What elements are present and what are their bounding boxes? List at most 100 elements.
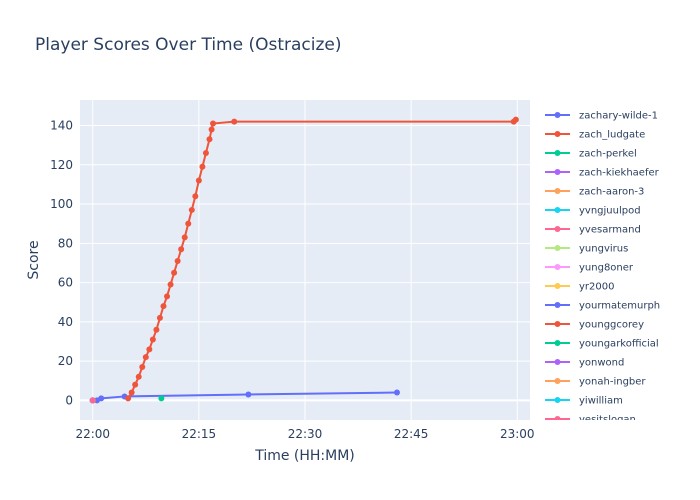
legend-label: zach_ludgate <box>579 130 645 141</box>
x-tick-label: 22:30 <box>288 427 323 441</box>
legend-swatch-marker <box>554 264 561 270</box>
data-point[interactable] <box>139 363 146 370</box>
grid <box>80 100 530 420</box>
data-point[interactable] <box>153 326 160 333</box>
legend-item[interactable]: zachary-wilde-1 <box>545 111 658 122</box>
legend-item[interactable]: yesitslogan <box>545 415 636 426</box>
legend-label: yung8oner <box>579 263 634 274</box>
y-tick-label: 140 <box>50 119 73 133</box>
data-point[interactable] <box>167 281 174 288</box>
legend-item[interactable]: yr2000 <box>545 282 614 293</box>
legend[interactable]: zachary-wilde-1 zach_ludgate zach-perkel za… <box>545 111 660 426</box>
legend-swatch-marker <box>554 321 561 327</box>
x-tick-label: 22:00 <box>75 427 110 441</box>
data-point[interactable] <box>195 177 202 184</box>
series-yesitslogan[interactable] <box>89 397 96 404</box>
y-tick-label: 100 <box>50 197 73 211</box>
legend-label: zach-perkel <box>579 149 637 160</box>
legend-label: yiwilliam <box>579 396 623 407</box>
data-point[interactable] <box>98 395 105 402</box>
data-point[interactable] <box>132 381 139 388</box>
data-point[interactable] <box>192 193 199 200</box>
legend-swatch-marker <box>554 150 561 156</box>
x-axis-ticks: 22:00 22:15 22:30 22:45 23:00 <box>75 427 534 441</box>
legend-label: yvngjuulpod <box>579 206 641 217</box>
data-point[interactable] <box>512 116 519 123</box>
legend-swatch-marker <box>554 359 561 365</box>
legend-label: yourmatemurph <box>579 301 660 312</box>
legend-item[interactable]: yungvirus <box>545 244 628 255</box>
legend-label: yonah-ingber <box>579 377 646 388</box>
legend-item[interactable]: zach_ludgate <box>545 130 645 141</box>
legend-item[interactable]: yourmatemurph <box>545 301 660 312</box>
data-point[interactable] <box>393 389 400 396</box>
legend-label: youngarkofficial <box>579 339 659 350</box>
series-zach_ludgate[interactable] <box>125 116 519 402</box>
legend-item[interactable]: yvesarmand <box>545 225 641 236</box>
legend-item[interactable]: yonwond <box>545 358 624 369</box>
legend-label: yungvirus <box>579 244 628 255</box>
legend-label: yr2000 <box>579 282 614 293</box>
series-layer <box>89 116 519 404</box>
legend-swatch-marker <box>554 340 561 346</box>
data-point[interactable] <box>178 246 185 253</box>
legend-swatch-marker <box>554 112 561 118</box>
data-point[interactable] <box>142 354 149 361</box>
legend-label: zach-kiekhaefer <box>579 168 660 179</box>
data-point[interactable] <box>164 293 171 300</box>
data-point[interactable] <box>208 126 215 133</box>
legend-label: zachary-wilde-1 <box>579 111 658 122</box>
y-tick-label: 20 <box>58 354 73 368</box>
legend-item[interactable]: youngarkofficial <box>545 339 659 350</box>
legend-item[interactable]: yiwilliam <box>545 396 623 407</box>
data-point[interactable] <box>202 150 209 157</box>
data-point[interactable] <box>188 206 195 213</box>
legend-item[interactable]: zach-aaron-3 <box>545 187 644 198</box>
x-axis-title: Time (HH:MM) <box>254 448 355 464</box>
y-tick-label: 60 <box>58 276 73 290</box>
data-point[interactable] <box>146 346 153 353</box>
legend-item[interactable]: yonah-ingber <box>545 377 646 388</box>
y-tick-label: 0 <box>65 393 73 407</box>
data-point[interactable] <box>125 395 132 402</box>
data-point[interactable] <box>149 336 156 343</box>
data-point[interactable] <box>185 220 192 227</box>
legend-swatch-marker <box>554 131 561 137</box>
data-point[interactable] <box>206 136 213 143</box>
data-point[interactable] <box>158 395 165 402</box>
data-point[interactable] <box>128 389 135 396</box>
data-point[interactable] <box>171 269 178 276</box>
data-point[interactable] <box>181 234 188 241</box>
legend-label: yonwond <box>579 358 624 369</box>
legend-item[interactable]: zach-kiekhaefer <box>545 168 660 179</box>
legend-label: younggcorey <box>579 320 644 331</box>
data-point[interactable] <box>135 373 142 380</box>
data-point[interactable] <box>245 391 252 398</box>
legend-swatch-marker <box>554 378 561 384</box>
y-tick-label: 120 <box>50 158 73 172</box>
legend-item[interactable]: younggcorey <box>545 320 644 331</box>
legend-swatch-marker <box>554 283 561 289</box>
data-point[interactable] <box>231 118 238 125</box>
legend-swatch-marker <box>554 207 561 213</box>
legend-swatch-marker <box>554 397 561 403</box>
data-point[interactable] <box>160 303 167 310</box>
y-tick-label: 40 <box>58 315 73 329</box>
series-zach-perkel[interactable] <box>158 395 165 402</box>
legend-swatch-marker <box>554 169 561 175</box>
legend-swatch-marker <box>554 302 561 308</box>
legend-item[interactable]: yvngjuulpod <box>545 206 641 217</box>
legend-swatch-marker <box>554 416 561 420</box>
data-point[interactable] <box>156 314 163 321</box>
legend-item[interactable]: yung8oner <box>545 263 634 274</box>
legend-swatch-marker <box>554 226 561 232</box>
data-point[interactable] <box>89 397 96 404</box>
data-point[interactable] <box>174 257 181 264</box>
data-point[interactable] <box>199 163 206 170</box>
legend-swatch-marker <box>554 245 561 251</box>
legend-swatch-marker <box>554 188 561 194</box>
legend-item[interactable]: zach-perkel <box>545 149 637 160</box>
chart-title: Player Scores Over Time (Ostracize) <box>35 35 342 55</box>
data-point[interactable] <box>210 120 217 127</box>
